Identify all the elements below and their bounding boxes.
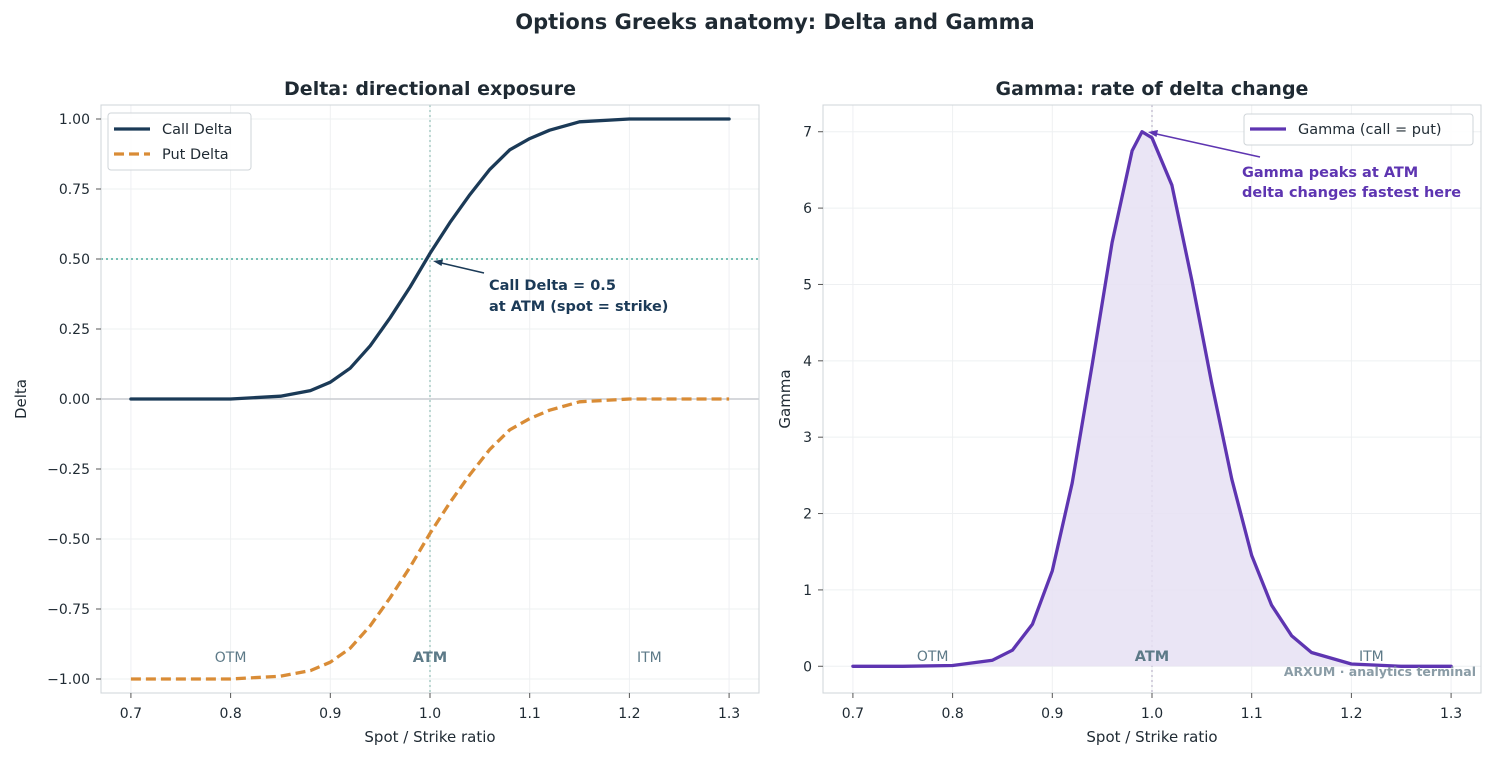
delta-x-tick-label: 1.3 [718, 706, 740, 722]
delta-y-ticks: 1.00 0.75 0.50 0.25 0.00 −0.25 −0.50 −0.75 −1.00 [47, 112, 101, 688]
delta-x-axis-label: Spot / Strike ratio [364, 728, 495, 746]
figure-title: Options Greeks anatomy: Delta and Gamma [515, 10, 1034, 34]
gamma-x-tick-label: 0.9 [1041, 706, 1063, 722]
gamma-y-tick-label: 2 [803, 507, 812, 523]
legend-call-delta-label: Call Delta [162, 122, 232, 138]
gamma-annotation-line-1: Gamma peaks at ATM [1242, 165, 1418, 181]
delta-y-tick-label: 0.50 [59, 252, 90, 268]
gamma-annotation-arrow [1151, 132, 1261, 158]
gamma-y-tick-label: 3 [803, 430, 812, 446]
gamma-y-tick-label: 1 [803, 583, 812, 599]
zone-label-itm: ITM [1359, 649, 1384, 665]
gamma-x-axis-label: Spot / Strike ratio [1086, 728, 1217, 746]
zone-label-otm: OTM [215, 650, 247, 666]
delta-y-tick-label: 1.00 [59, 112, 90, 128]
gamma-y-tick-label: 4 [803, 354, 812, 370]
gamma-x-tick-label: 0.7 [842, 706, 864, 722]
delta-panel: Delta: directional exposure 0.7 0.8 0.9 1.0… [12, 78, 760, 746]
legend-gamma-label: Gamma (call = put) [1298, 122, 1442, 138]
delta-x-tick-label: 1.0 [419, 706, 441, 722]
zone-label-atm: ATM [1135, 649, 1169, 665]
gamma-legend-box [1243, 113, 1474, 146]
gamma-series [851, 130, 1453, 668]
delta-legend-box [107, 112, 252, 171]
gamma-annotation-line-2: delta changes fastest here [1242, 185, 1461, 201]
gamma-x-tick-label: 1.0 [1141, 706, 1163, 722]
gamma-y-ticks: 7 6 5 4 3 2 1 0 [803, 125, 823, 675]
delta-y-tick-label: −0.50 [47, 532, 90, 548]
delta-y-tick-label: −1.00 [47, 672, 90, 688]
zone-label-atm: ATM [413, 650, 447, 666]
delta-annotation-arrow [436, 261, 485, 274]
delta-x-tick-label: 0.7 [120, 706, 142, 722]
call-delta-line [129, 117, 731, 401]
zone-label-itm: ITM [637, 650, 662, 666]
gamma-y-tick-label: 6 [803, 201, 812, 217]
delta-x-tick-label: 0.8 [219, 706, 241, 722]
delta-x-tick-label: 0.9 [319, 706, 341, 722]
zone-label-otm: OTM [917, 649, 949, 665]
gamma-panel: Gamma: rate of delta change 0.7 0.8 0.9 1.0… [776, 78, 1482, 746]
gamma-chart-title: Gamma: rate of delta change [996, 78, 1309, 100]
delta-x-tick-label: 1.1 [519, 706, 541, 722]
delta-y-tick-label: −0.25 [47, 462, 90, 478]
gamma-call-put-area-fill [852, 131, 1452, 667]
legend-put-delta-label: Put Delta [162, 147, 229, 163]
gamma-annotation-arrowhead [1148, 130, 1158, 137]
delta-series [129, 117, 731, 681]
gamma-x-tick-label: 1.1 [1241, 706, 1263, 722]
delta-legend: Call Delta Put Delta [107, 112, 252, 171]
delta-zone-labels: OTM ATM ITM [215, 650, 662, 666]
delta-y-tick-label: −0.75 [47, 602, 90, 618]
delta-y-tick-label: 0.25 [59, 322, 90, 338]
delta-y-tick-label: 0.75 [59, 182, 90, 198]
delta-chart-title: Delta: directional exposure [284, 78, 576, 100]
delta-annotation-line-1: Call Delta = 0.5 [489, 278, 616, 294]
gamma-call-put-line [851, 130, 1453, 668]
delta-x-ticks: 0.7 0.8 0.9 1.0 1.1 1.2 1.3 [120, 693, 740, 722]
delta-annotation-line-2: at ATM (spot = strike) [489, 299, 668, 315]
put-delta-line [130, 397, 730, 681]
delta-y-tick-label: 0.00 [59, 392, 90, 408]
gamma-legend: Gamma (call = put) [1243, 113, 1474, 146]
delta-y-axis-label: Delta [12, 379, 30, 419]
gamma-x-tick-label: 0.8 [941, 706, 963, 722]
gamma-x-tick-label: 1.2 [1340, 706, 1362, 722]
delta-x-tick-label: 1.2 [618, 706, 640, 722]
gamma-y-tick-label: 0 [803, 659, 812, 675]
gamma-zone-labels: OTM ATM ITM [917, 649, 1384, 665]
gamma-y-axis-label: Gamma [776, 369, 794, 428]
gamma-x-ticks: 0.7 0.8 0.9 1.0 1.1 1.2 1.3 [842, 693, 1462, 722]
gamma-x-tick-label: 1.3 [1440, 706, 1462, 722]
gamma-y-tick-label: 7 [803, 125, 812, 141]
gamma-y-tick-label: 5 [803, 277, 812, 293]
watermark: ARXUM · analytics terminal [1284, 664, 1476, 679]
delta-annotation-arrowhead [433, 259, 443, 266]
